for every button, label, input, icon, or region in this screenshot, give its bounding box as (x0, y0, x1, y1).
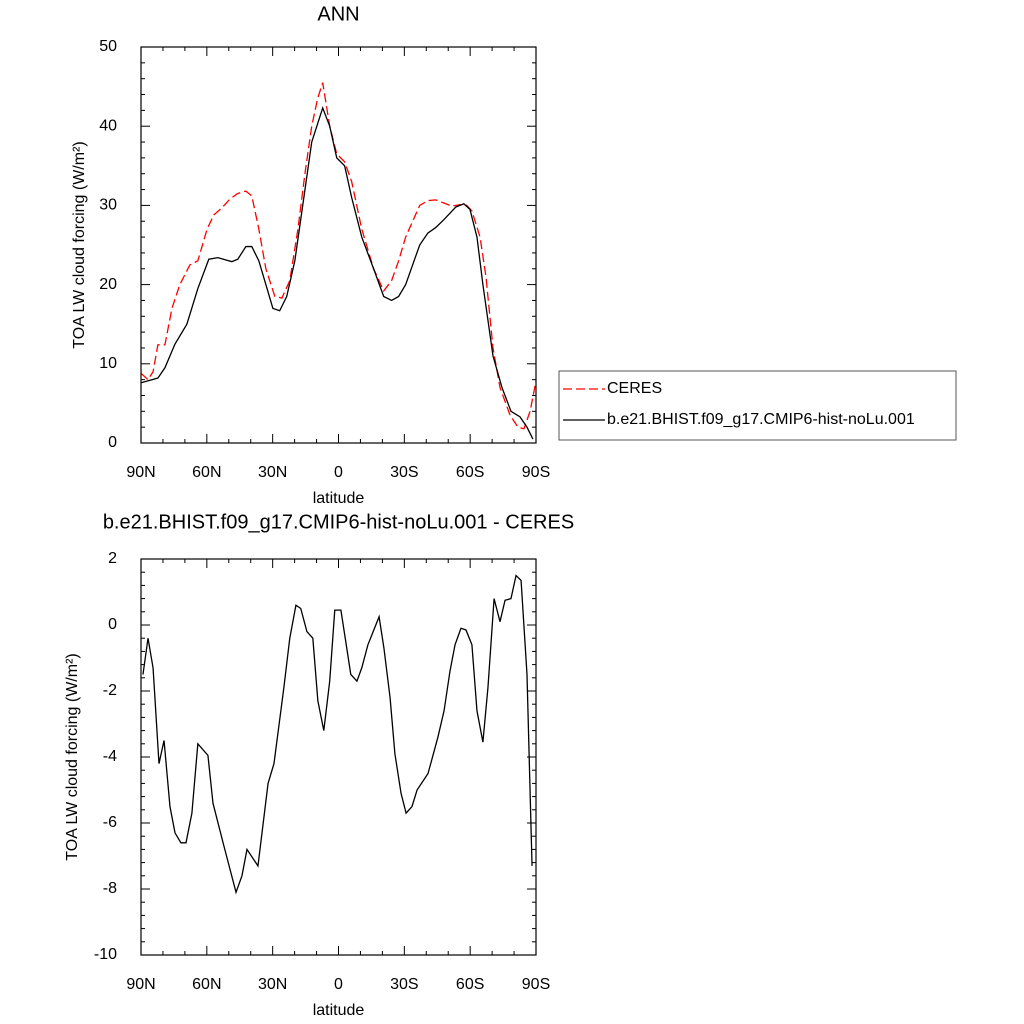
data-line (140, 82, 537, 430)
chart-title: b.e21.BHIST.f09_g17.CMIP6-hist-noLu.001 … (103, 511, 574, 533)
y-tick-label: 0 (108, 616, 117, 633)
y-tick-label: 40 (99, 117, 117, 134)
x-tick-label: 30S (390, 976, 418, 993)
y-tick-label: -4 (103, 748, 117, 765)
x-tick-label: 30N (258, 464, 287, 481)
legend-label: b.e21.BHIST.f09_g17.CMIP6-hist-noLu.001 (607, 411, 915, 428)
y-tick-label: -10 (94, 946, 117, 963)
x-tick-label: 90S (522, 976, 550, 993)
chart-title: ANN (317, 3, 359, 25)
x-axis-label: latitude (313, 1002, 365, 1019)
y-tick-label: 2 (108, 550, 117, 567)
data-line (142, 574, 533, 895)
x-tick-label: 0 (334, 464, 343, 481)
x-tick-label: 60N (192, 976, 221, 993)
y-tick-label: 30 (99, 197, 117, 214)
x-tick-label: 60N (192, 464, 221, 481)
plot-frame (140, 46, 537, 444)
x-tick-label: 90S (522, 464, 550, 481)
y-tick-label: 0 (108, 434, 117, 451)
x-tick-label: 30N (258, 976, 287, 993)
y-axis-label: TOA LW cloud forcing (W/m²) (64, 653, 81, 860)
y-tick-label: -6 (103, 814, 117, 831)
y-tick-label: -2 (103, 682, 117, 699)
y-axis-label: TOA LW cloud forcing (W/m²) (71, 141, 88, 348)
y-tick-label: 10 (99, 355, 117, 372)
legend-label: CERES (607, 380, 662, 397)
x-tick-label: 60S (456, 976, 484, 993)
data-line (140, 106, 534, 440)
x-tick-label: 90N (126, 464, 155, 481)
x-tick-label: 60S (456, 464, 484, 481)
x-tick-label: 90N (126, 976, 155, 993)
x-tick-label: 30S (390, 464, 418, 481)
legend-box (558, 370, 957, 441)
x-tick-label: 0 (334, 976, 343, 993)
plot-frame (140, 558, 537, 956)
y-tick-label: -8 (103, 880, 117, 897)
y-tick-label: 50 (99, 38, 117, 55)
y-tick-label: 20 (99, 276, 117, 293)
x-axis-label: latitude (313, 490, 365, 507)
